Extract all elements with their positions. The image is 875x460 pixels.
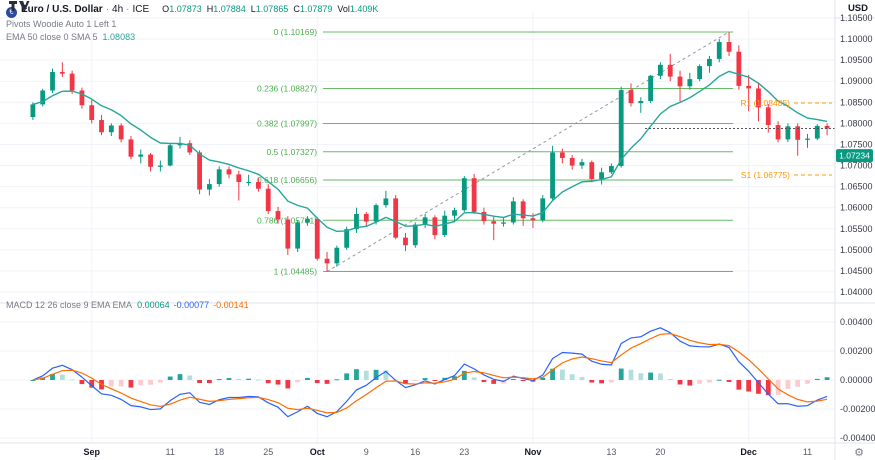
svg-text:-0.00400: -0.00400: [840, 433, 875, 443]
symbol-logo-icon: €: [6, 7, 17, 18]
high-value: 1.07884: [213, 4, 246, 14]
candles-layer: [30, 31, 830, 272]
ema-indicator-value: 1.08083: [102, 32, 136, 42]
time-axis-label: 11: [165, 447, 174, 457]
time-axis-label: 23: [459, 447, 469, 457]
svg-text:0.00000: 0.00000: [840, 375, 873, 385]
gear-icon[interactable]: ⚙: [854, 447, 864, 459]
svg-text:1.06000: 1.06000: [840, 203, 873, 213]
high-label: H: [206, 4, 214, 14]
time-axis-label: 9: [364, 447, 369, 457]
fib-level-label: 0 (1.10169): [274, 27, 318, 37]
time-axis-label: 18: [214, 447, 224, 457]
svg-text:1.10000: 1.10000: [840, 34, 873, 44]
time-axis-label: 13: [606, 447, 616, 457]
time-axis[interactable]: Sep 11 18 25 Oct 9 16 23 Nov 13 20 Dec 11: [83, 447, 812, 457]
interval-label[interactable]: 4h: [112, 4, 124, 15]
macd-signal-line: [32, 333, 828, 414]
svg-text:1.08000: 1.08000: [840, 118, 873, 128]
separator-dot: ·: [105, 4, 110, 15]
low-value: 1.07865: [255, 4, 289, 14]
pivots-indicator-label[interactable]: Pivots Woodie Auto 1 Left 1: [6, 19, 117, 29]
svg-text:1.07234: 1.07234: [839, 151, 870, 161]
fib-level-label: 0.382 (1.07997): [257, 119, 317, 129]
exchange-label: ICE: [132, 4, 150, 15]
svg-text:1.05000: 1.05000: [840, 245, 873, 255]
macd-histogram: [30, 368, 830, 396]
ohlc-readout: O1.07873 H1.07884 L1.07865 C1.07879 Vol1.409…: [157, 4, 378, 14]
time-axis-label: Oct: [310, 447, 325, 457]
volume-label: Vol: [337, 4, 350, 14]
axis-currency-label[interactable]: USD: [847, 3, 868, 14]
time-axis-label: Dec: [740, 447, 757, 457]
pivots-indicator-row[interactable]: Pivots Woodie Auto 1 Left 1: [6, 18, 378, 31]
volume-value: 1.409K: [349, 4, 379, 14]
svg-text:1.06500: 1.06500: [840, 182, 873, 192]
time-axis-label: 25: [263, 447, 273, 457]
svg-text:1.09500: 1.09500: [840, 55, 873, 65]
svg-text:1.07000: 1.07000: [840, 161, 873, 171]
price-badge: 1.07234: [836, 149, 873, 163]
svg-text:0.00200: 0.00200: [840, 346, 873, 356]
macd-indicator-row[interactable]: MACD 12 26 close 9 EMA EMA 0.00064 -0.0007…: [6, 300, 249, 310]
time-axis-label: Sep: [83, 447, 100, 457]
symbol-title[interactable]: Euro / U.S. Dollar: [21, 4, 103, 15]
fib-level-label: 0.618 (1.06656): [257, 175, 317, 185]
price-axis[interactable]: [835, 0, 875, 460]
ema-line: [32, 70, 828, 233]
ema-indicator-row[interactable]: EMA 50 close 0 SMA 5 1.08083: [6, 31, 378, 44]
time-axis-label: Nov: [524, 447, 541, 457]
pivot-level-label: S1 (1.06775): [741, 170, 790, 180]
svg-text:1.04500: 1.04500: [840, 266, 873, 276]
svg-text:1.10500: 1.10500: [840, 13, 873, 23]
svg-text:-0.00200: -0.00200: [840, 404, 875, 414]
svg-text:1.04000: 1.04000: [840, 287, 873, 297]
time-axis-label: 20: [655, 447, 665, 457]
fib-level-label: 0.236 (1.08827): [257, 84, 317, 94]
pivot-levels-layer: R1 (1.08485) S1 (1.06775): [740, 98, 832, 180]
fib-level-label: 1 (1.04485): [274, 267, 318, 277]
macd-line-value: -0.00077: [173, 300, 210, 310]
price-axis-labels: 1.10500 1.10000 1.09500 1.09000 1.08500 1.080…: [840, 13, 875, 443]
macd-indicator-label[interactable]: MACD 12 26 close 9 EMA EMA: [6, 300, 133, 310]
pivot-level-label: R1 (1.08485): [740, 98, 790, 108]
separator-dot: ·: [126, 4, 130, 15]
time-axis-label: 16: [410, 447, 420, 457]
macd-histogram-value: 0.00064: [137, 300, 170, 310]
legend-overlay: € Euro / U.S. Dollar · 4h · ICE O1.07873 H1.078…: [6, 3, 378, 44]
open-value: 1.07873: [169, 4, 202, 14]
macd-signal-value: -0.00141: [213, 300, 249, 310]
close-label: C: [293, 4, 300, 14]
low-label: L: [250, 4, 256, 14]
open-label: O: [162, 4, 170, 14]
svg-text:1.05500: 1.05500: [840, 224, 873, 234]
svg-text:1.09000: 1.09000: [840, 76, 873, 86]
close-value: 1.07879: [299, 4, 333, 14]
time-axis-label: 11: [803, 447, 812, 457]
svg-text:1.07500: 1.07500: [840, 139, 873, 149]
tradingview-logo[interactable]: [8, 0, 30, 12]
macd-line: [32, 327, 828, 418]
symbol-row[interactable]: € Euro / U.S. Dollar · 4h · ICE O1.07873 H1.078…: [6, 3, 378, 18]
svg-text:1.08500: 1.08500: [840, 97, 873, 107]
ema-indicator-label[interactable]: EMA 50 close 0 SMA 5: [6, 32, 98, 42]
svg-text:0.00400: 0.00400: [840, 317, 873, 327]
fib-retracement-layer[interactable]: 0 (1.10169) 0.236 (1.08827) 0.382 (1.07997…: [257, 27, 734, 277]
fib-level-label: 0.5 (1.07327): [266, 147, 317, 157]
